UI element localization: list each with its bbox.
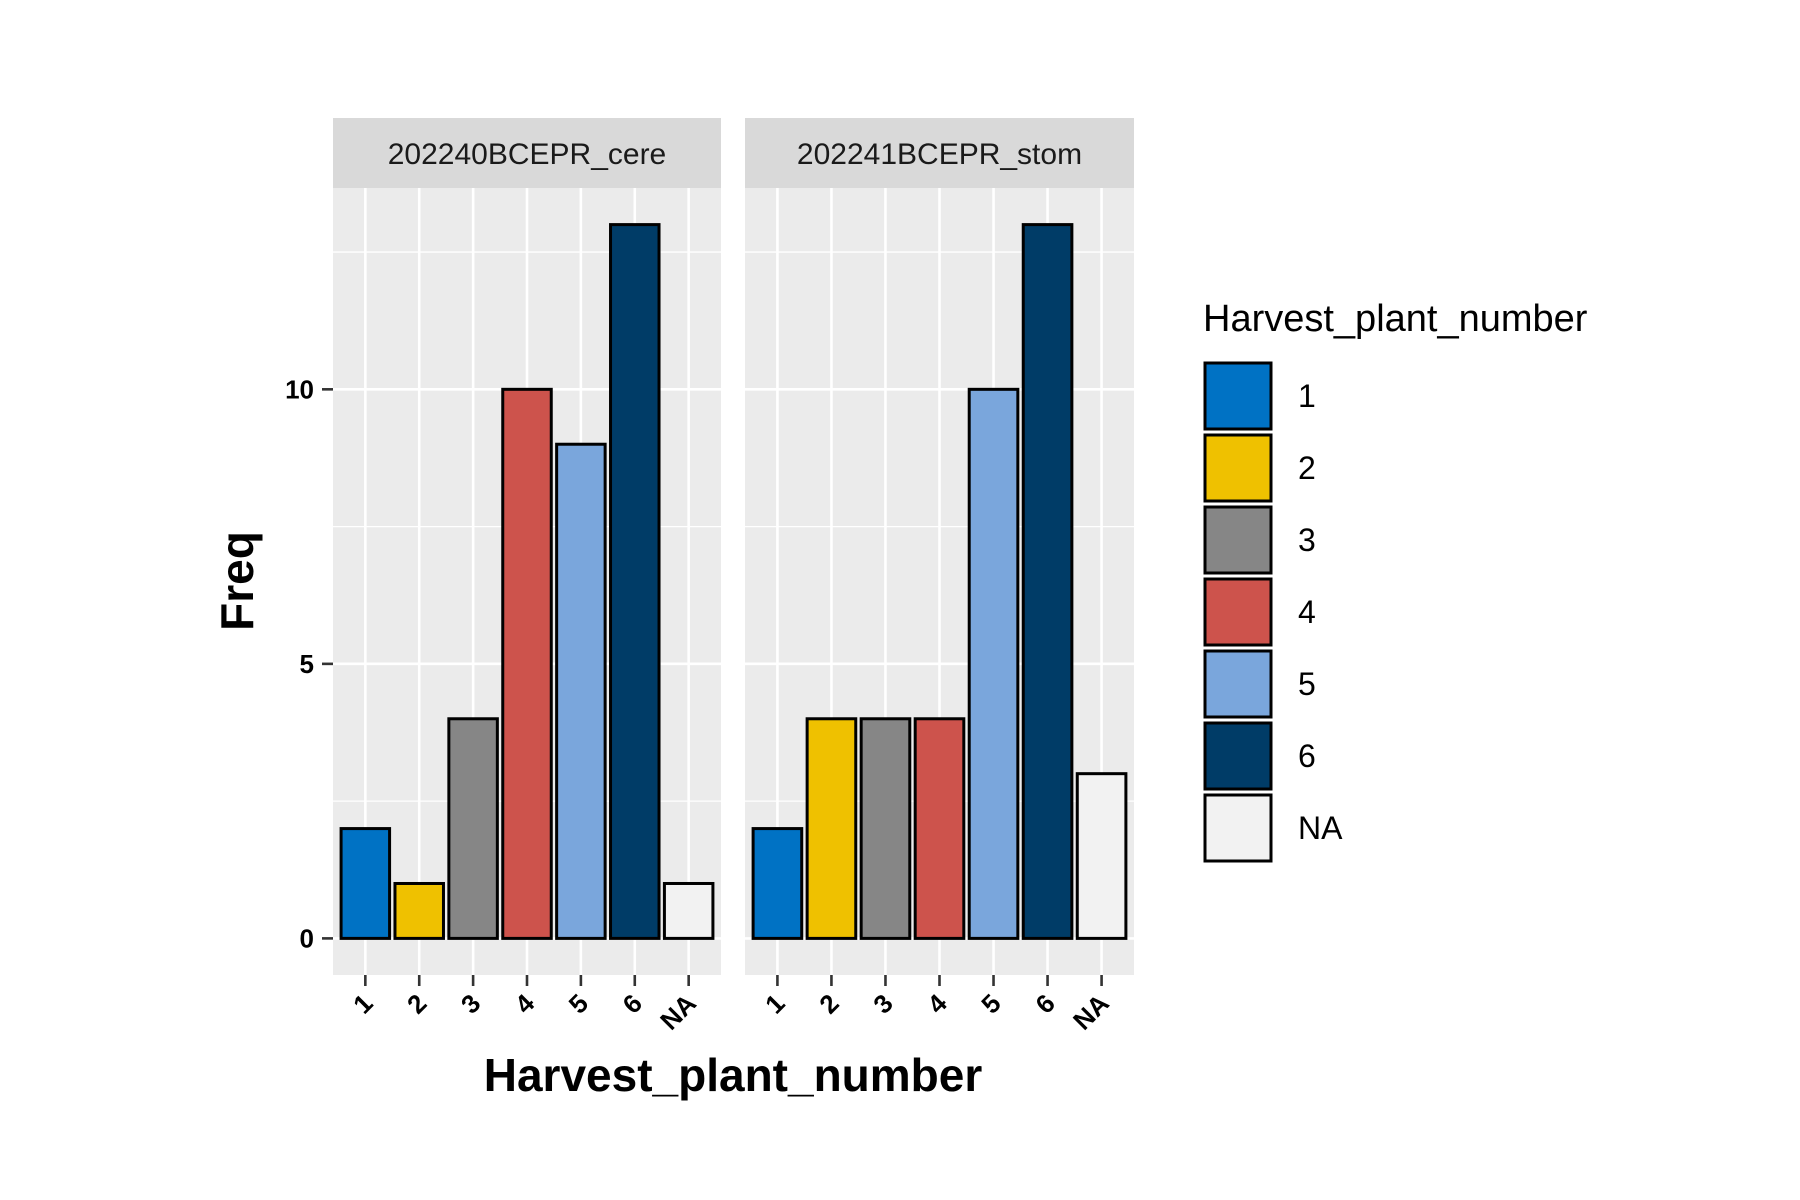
y-tick-label: 0 (300, 923, 314, 953)
legend-label: 6 (1298, 738, 1316, 774)
bar-NA (1075, 772, 1128, 940)
facet-strip (745, 118, 1134, 188)
legend-key-2 (1203, 433, 1273, 503)
x-tick-label: 3 (455, 988, 486, 1019)
legend-key-5 (1203, 649, 1273, 719)
bar-5 (967, 387, 1020, 940)
legend-label: NA (1298, 810, 1343, 846)
legend-key-3 (1203, 505, 1273, 575)
bar-2 (805, 717, 858, 940)
legend-label: 2 (1298, 450, 1316, 486)
bar-2 (393, 881, 445, 940)
x-tick-label: 4 (921, 988, 953, 1020)
x-tick-label: 6 (617, 988, 648, 1019)
facet-strip-label: 202241BCEPR_stom (797, 138, 1082, 171)
legend-key-NA (1203, 793, 1273, 863)
x-axis-title: Harvest_plant_number (484, 1049, 983, 1101)
x-tick-label: 6 (1029, 988, 1060, 1019)
x-tick-label: 2 (813, 988, 844, 1019)
x-tick-label: 3 (867, 988, 898, 1019)
x-tick-label: NA (1067, 988, 1115, 1036)
facet-strip (333, 118, 721, 188)
legend-label: 4 (1298, 594, 1316, 630)
bar-4 (913, 717, 966, 940)
x-tick-label: 1 (347, 988, 378, 1019)
x-tick-label: 1 (759, 988, 790, 1019)
bar-3 (859, 717, 912, 940)
bar-4 (501, 387, 553, 940)
facet-panel: 1 2 3 4 5 6 NA 202240BCEPR_cere (333, 118, 721, 1036)
legend-title: Harvest_plant_number (1203, 298, 1588, 340)
bar-5 (555, 442, 607, 940)
x-tick-label: 4 (509, 988, 541, 1020)
facet-panel: 1 2 3 4 5 6 NA 202241BCEPR_stom (745, 118, 1134, 1036)
x-tick-label: 5 (975, 988, 1006, 1019)
y-axis-title: Freq (211, 531, 263, 631)
bar-6 (1021, 223, 1074, 940)
bar-1 (751, 827, 804, 940)
bar-1 (339, 827, 392, 940)
bar-NA (662, 881, 715, 940)
legend-label: 3 (1298, 522, 1316, 558)
y-tick-label: 5 (300, 649, 314, 679)
y-axis: 0 5 10 (285, 374, 333, 953)
bar-6 (609, 223, 661, 940)
legend-key-1 (1203, 361, 1273, 431)
legend-key-4 (1203, 577, 1273, 647)
facet-strip-label: 202240BCEPR_cere (388, 138, 667, 171)
y-tick-label: 10 (285, 374, 314, 404)
x-tick-label: NA (654, 988, 702, 1036)
x-tick-label: 5 (563, 988, 594, 1019)
legend-key-6 (1203, 721, 1273, 791)
legend: Harvest_plant_number 1 2 3 4 5 6 NA (1203, 298, 1588, 863)
legend-label: 5 (1298, 666, 1316, 702)
legend-label: 1 (1298, 378, 1316, 414)
bar-3 (447, 717, 499, 940)
x-tick-label: 2 (401, 988, 432, 1019)
